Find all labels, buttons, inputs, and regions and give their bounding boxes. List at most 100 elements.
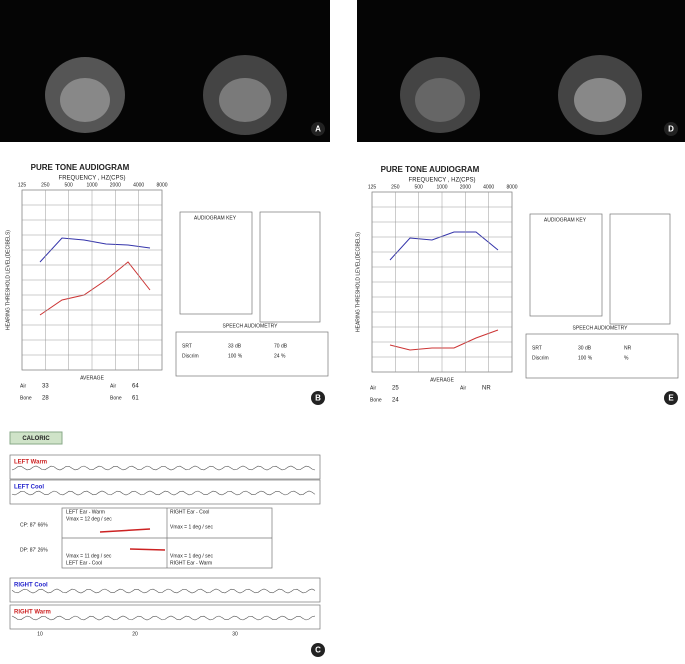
x-axis-title: FREQUENCY , HZ(CPS) <box>59 176 126 182</box>
audiogram-title: PURE TONE AUDIOGRAM <box>381 165 480 174</box>
key-title: AUDIOGRAM KEY <box>544 217 587 223</box>
trace <box>11 465 316 471</box>
key-box <box>259 211 321 323</box>
trace <box>11 490 316 496</box>
speech-cell: 100 % <box>228 353 243 359</box>
dp-label: DP: 87' 26% <box>20 547 48 553</box>
box-text: Vmax = 11 deg / sec <box>66 553 112 559</box>
freq-label: 125 <box>18 182 27 188</box>
avg-label: Bone <box>370 397 382 403</box>
mri-a <box>0 0 330 142</box>
key-box <box>529 213 603 317</box>
avg-value: NR <box>482 386 491 392</box>
speech-cell: % <box>624 355 629 361</box>
speech-cell: NR <box>624 345 632 351</box>
panel-label: C <box>315 646 321 655</box>
x-axis-title: FREQUENCY , HZ(CPS) <box>409 178 476 184</box>
speech-cell: 70 dB <box>274 343 288 349</box>
freq-label: 8000 <box>156 182 167 188</box>
average-label: AVERAGE <box>80 375 104 381</box>
trace-label: LEFT Warm <box>14 460 47 466</box>
box-text: RIGHT Ear - Cool <box>170 509 209 515</box>
speech-cell: 33 dB <box>228 343 242 349</box>
speech-title: SPEECH AUDIOMETRY <box>573 325 629 331</box>
freq-label: 1000 <box>436 184 447 190</box>
panel-badge <box>664 122 678 136</box>
speech-box <box>175 331 329 377</box>
time-tick: 30 <box>232 631 238 637</box>
speech-box <box>525 333 679 379</box>
box-text: LEFT Ear - Cool <box>66 560 102 566</box>
trace-box <box>9 604 321 630</box>
speech-cell: 24 % <box>274 353 286 359</box>
audiogram-title: PURE TONE AUDIOGRAM <box>31 163 130 172</box>
key-box <box>179 211 253 315</box>
panel-label: D <box>668 125 674 134</box>
trace-label: RIGHT Warm <box>14 610 51 616</box>
freq-label: 125 <box>368 184 377 190</box>
avg-label: Air <box>370 385 376 391</box>
freq-label: 4000 <box>133 182 144 188</box>
freq-label: 500 <box>414 184 423 190</box>
y-axis-title: HEARING THRESHOLD LEVEL(DECIBELS) <box>355 232 361 332</box>
time-tick: 20 <box>132 631 138 637</box>
avg-value: 25 <box>392 386 399 392</box>
freq-label: 4000 <box>483 184 494 190</box>
freq-label: 2000 <box>460 184 471 190</box>
freq-label: 8000 <box>506 184 517 190</box>
box-text: Vmax = 12 deg / sec <box>66 516 112 522</box>
mri-d <box>357 0 685 142</box>
panel-badge <box>664 391 678 405</box>
speech-cell: Discrim <box>182 353 199 359</box>
avg-label: Bone <box>20 395 32 401</box>
panel-badge <box>311 391 325 405</box>
resp <box>129 548 166 551</box>
avg-label: Air <box>110 383 116 389</box>
freq-label: 2000 <box>110 182 121 188</box>
freq-label: 250 <box>391 184 400 190</box>
trace-label: RIGHT Cool <box>14 583 48 589</box>
trace <box>11 615 316 621</box>
box-text: LEFT Ear - Warm <box>66 509 105 515</box>
avg-label: Air <box>20 383 26 389</box>
trace <box>11 588 316 594</box>
speech-cell: 30 dB <box>578 345 592 351</box>
avg-value: 33 <box>42 384 49 390</box>
caloric-title: CALORIC <box>22 436 50 442</box>
box-text: Vmax = 1 deg / sec <box>170 524 213 530</box>
average-label: AVERAGE <box>430 377 454 383</box>
box-text: RIGHT Ear - Warm <box>170 560 212 566</box>
panel-label: A <box>315 125 321 134</box>
trace-box <box>9 577 321 603</box>
time-tick: 10 <box>37 631 43 637</box>
avg-value: 28 <box>42 396 49 402</box>
panel-badge <box>311 643 325 657</box>
avg-value: 61 <box>132 396 139 402</box>
key-title: AUDIOGRAM KEY <box>194 215 237 221</box>
key-box <box>609 213 671 325</box>
caloric-tag <box>9 431 63 445</box>
freq-label: 1000 <box>86 182 97 188</box>
speech-cell: SRT <box>182 343 192 349</box>
trace-label: LEFT Cool <box>14 485 44 491</box>
avg-value: 64 <box>132 384 139 390</box>
resp <box>99 528 151 533</box>
freq-label: 250 <box>41 182 50 188</box>
speech-cell: 100 % <box>578 355 593 361</box>
avg-value: 24 <box>392 398 399 404</box>
box-text: Vmax = 1 deg / sec <box>170 553 213 559</box>
avg-label: Bone <box>110 395 122 401</box>
panel-label: E <box>668 394 674 403</box>
speech-cell: SRT <box>532 345 542 351</box>
speech-title: SPEECH AUDIOMETRY <box>223 323 279 329</box>
trace-box <box>9 479 321 505</box>
trace-box <box>9 454 321 480</box>
freq-label: 500 <box>64 182 73 188</box>
speech-cell: Discrim <box>532 355 549 361</box>
y-axis-title: HEARING THRESHOLD LEVEL(DECIBELS) <box>5 230 11 330</box>
panel-badge <box>311 122 325 136</box>
panel-label: B <box>315 394 321 403</box>
cp-label: CP: 87' 66% <box>20 522 48 528</box>
avg-label: Air <box>460 385 466 391</box>
